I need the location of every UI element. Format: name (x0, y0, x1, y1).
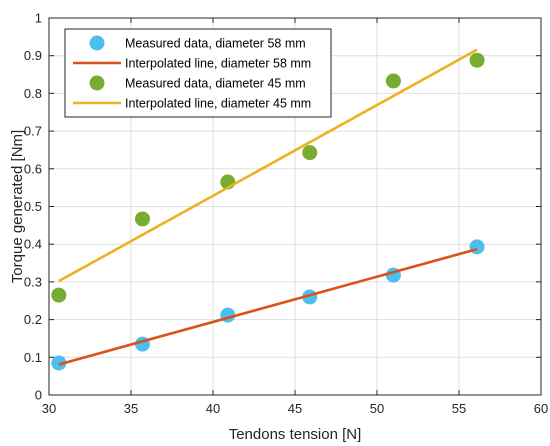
y-tick-label: 0.2 (24, 312, 42, 327)
y-tick-label: 0.4 (24, 237, 42, 252)
legend: Measured data, diameter 58 mm Interpolate… (64, 28, 332, 118)
interpolated-line (58, 48, 478, 283)
y-tick-label: 0.8 (24, 86, 42, 101)
legend-entry-label: Measured data, diameter 45 mm (125, 77, 306, 91)
data-point (302, 145, 318, 161)
x-tick-label: 35 (124, 401, 138, 416)
series-4 (58, 48, 478, 283)
legend-marker-swatch (89, 35, 105, 51)
y-tick-label: 0.7 (24, 124, 42, 139)
legend-entry-label: Measured data, diameter 58 mm (125, 37, 306, 51)
y-tick-label: 1 (35, 11, 42, 26)
x-tick-label: 60 (534, 401, 548, 416)
data-point (469, 239, 485, 255)
y-tick-label: 0.3 (24, 274, 42, 289)
data-point (134, 211, 150, 227)
data-point (385, 73, 401, 89)
legend-entry-label: Interpolated line, diameter 45 mm (125, 97, 311, 111)
x-tick-label: 30 (42, 401, 56, 416)
y-tick-label: 0.1 (24, 350, 42, 365)
y-tick-label: 0.5 (24, 199, 42, 214)
axis-ticks (48, 17, 542, 396)
series-2 (58, 247, 478, 366)
interpolated-line (58, 247, 478, 366)
y-tick-label: 0 (35, 388, 42, 403)
data-point (51, 287, 67, 303)
x-axis-label: Tendons tension [N] (229, 426, 362, 443)
legend-entry-label: Interpolated line, diameter 58 mm (125, 57, 311, 71)
data-point (51, 355, 67, 371)
y-axis-label: Torque generated [Nm] (9, 130, 26, 283)
data-point (469, 52, 485, 68)
x-tick-label: 50 (370, 401, 384, 416)
y-tick-label: 0.9 (24, 48, 42, 63)
legend-marker-swatch (89, 75, 105, 91)
x-tick-label: 45 (288, 401, 302, 416)
tick-labels: 30 35 40 45 50 55 60 0 0.1 0.2 0.3 0.4 0.5 0.6 0.7 0.8 0… (24, 11, 548, 417)
series-layer (51, 48, 485, 371)
x-tick-label: 55 (452, 401, 466, 416)
y-tick-label: 0.6 (24, 161, 42, 176)
x-tick-label: 40 (206, 401, 220, 416)
